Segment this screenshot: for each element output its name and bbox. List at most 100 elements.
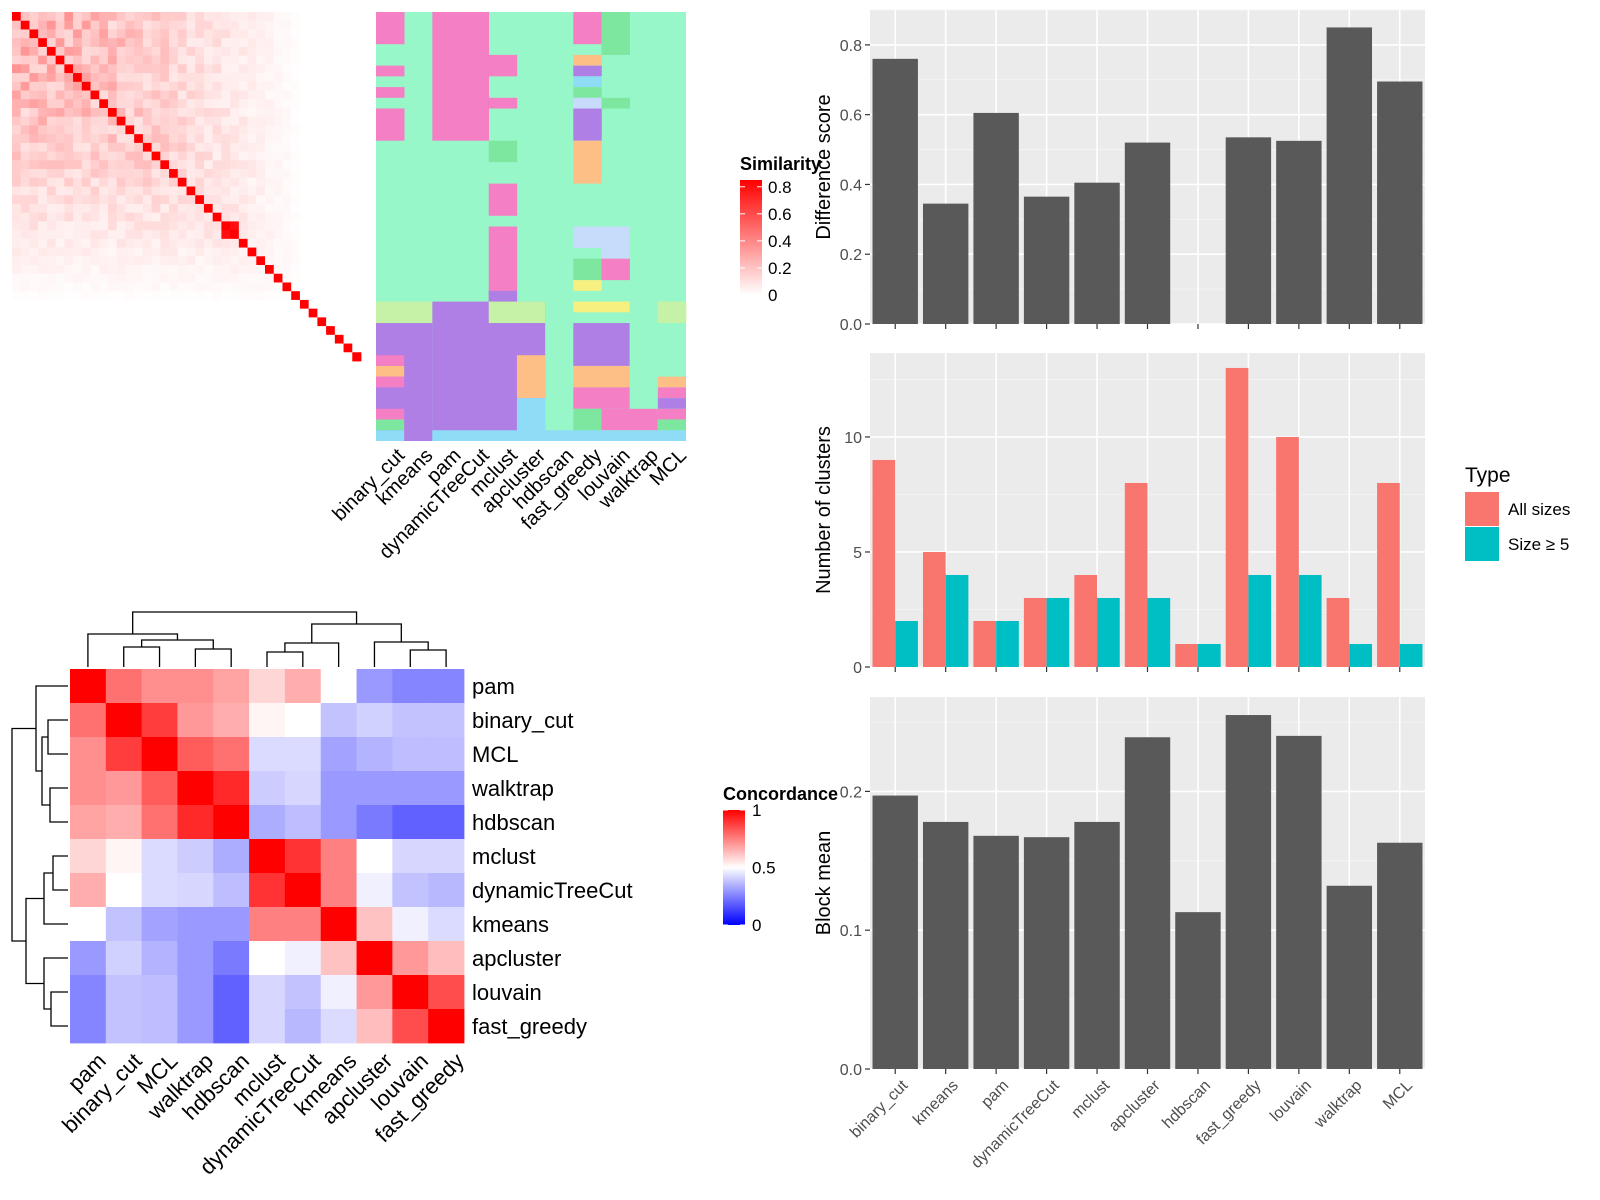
similarity-cell xyxy=(38,81,48,91)
concordance-cell xyxy=(320,771,357,806)
similarity-cell xyxy=(134,169,144,179)
similarity-cell xyxy=(142,334,153,344)
similarity-cell xyxy=(352,326,362,336)
similarity-cell xyxy=(256,46,266,57)
similarity-cell xyxy=(107,29,118,39)
similarity-cell xyxy=(73,317,83,327)
similarity-cell xyxy=(142,169,153,179)
similarity-cell xyxy=(282,273,292,283)
similarity-cell xyxy=(169,169,179,179)
similarity-cell xyxy=(256,64,266,74)
similarity-cell xyxy=(334,73,344,83)
similarity-cell xyxy=(46,90,57,100)
similarity-cell xyxy=(186,38,196,48)
similarity-cell xyxy=(134,282,144,292)
similarity-cell xyxy=(29,160,39,170)
similarity-cell xyxy=(291,55,301,65)
similarity-cell xyxy=(151,343,161,353)
similarity-cell xyxy=(64,247,74,257)
similarity-cell xyxy=(186,177,196,187)
similarity-cell xyxy=(238,343,248,353)
similarity-cell xyxy=(90,291,100,301)
similarity-cell xyxy=(142,186,153,196)
similarity-cell xyxy=(125,151,135,161)
similarity-cell xyxy=(291,99,301,109)
similarity-cell xyxy=(195,186,205,196)
similarity-cell xyxy=(160,265,170,275)
similarity-cell xyxy=(203,282,214,292)
similarity-cell xyxy=(326,81,336,91)
similarity-cell xyxy=(90,308,100,318)
similarity-cell xyxy=(186,238,196,248)
concordance-cell xyxy=(105,737,143,772)
similarity-cell xyxy=(291,12,301,22)
similarity-cell xyxy=(55,282,65,292)
similarity-cell xyxy=(256,299,266,310)
similarity-cell xyxy=(230,134,240,144)
concordance-cell xyxy=(392,907,429,942)
similarity-cell xyxy=(55,343,65,353)
similarity-cell xyxy=(116,230,126,240)
similarity-cell xyxy=(186,317,196,327)
similarity-cell xyxy=(186,55,196,65)
similarity-cell xyxy=(343,12,353,22)
similarity-cell xyxy=(99,116,109,126)
similarity-cell xyxy=(352,317,362,327)
similarity-cell xyxy=(64,203,74,214)
similarity-cell xyxy=(107,203,118,214)
similarity-cell xyxy=(29,99,39,109)
similarity-cell xyxy=(291,203,301,214)
concordance-cell xyxy=(105,975,143,1010)
similarity-cell xyxy=(291,73,301,83)
similarity-cell xyxy=(177,247,187,257)
similarity-cell xyxy=(46,308,57,318)
similarity-cell xyxy=(291,134,301,144)
similarity-cell xyxy=(273,134,283,144)
similarity-cell xyxy=(55,317,65,327)
similarity-cell xyxy=(177,142,187,153)
similarity-cell xyxy=(343,273,353,283)
similarity-cell xyxy=(64,12,74,22)
similarity-cell xyxy=(142,125,153,135)
similarity-cell xyxy=(203,343,214,353)
similarity-cell xyxy=(116,73,126,83)
similarity-cell xyxy=(186,107,196,118)
similarity-cell xyxy=(212,230,222,240)
similarity-cell xyxy=(334,81,344,91)
similarity-cell xyxy=(256,343,266,353)
similarity-cell xyxy=(46,12,57,22)
similarity-cell xyxy=(247,46,257,57)
similarity-cell xyxy=(46,46,57,57)
similarity-cell xyxy=(116,107,126,118)
similarity-cell xyxy=(308,177,318,187)
similarity-cell xyxy=(177,256,187,266)
similarity-cell xyxy=(308,38,318,48)
similarity-cell xyxy=(299,64,310,74)
similarity-cell xyxy=(38,12,48,22)
similarity-cell xyxy=(151,29,161,39)
similarity-cell xyxy=(186,326,196,336)
similarity-cell xyxy=(177,291,187,301)
similarity-cell xyxy=(46,221,57,231)
similarity-cell xyxy=(125,203,135,214)
similarity-cell xyxy=(81,125,91,135)
similarity-cell xyxy=(247,221,257,231)
y-tick-label: 0.0 xyxy=(840,1062,862,1079)
similarity-cell xyxy=(326,134,336,144)
annotation-block xyxy=(488,54,518,77)
similarity-cell xyxy=(151,203,161,214)
bar-size-5-kmeans xyxy=(945,574,969,667)
similarity-cell xyxy=(38,221,48,231)
similarity-cell xyxy=(352,230,362,240)
similarity-cell xyxy=(212,169,222,179)
similarity-cell xyxy=(186,203,196,214)
similarity-cell xyxy=(247,81,257,91)
similarity-cell xyxy=(247,230,257,240)
similarity-cell xyxy=(186,352,196,362)
concordance-col-labels: pambinary_cutMCLwalktraphdbscanmclustdyn… xyxy=(57,1048,469,1179)
concordance-cell xyxy=(428,839,465,874)
y-tick-label: 0 xyxy=(853,660,862,677)
similarity-cell xyxy=(29,265,39,275)
similarity-cell xyxy=(81,73,91,83)
similarity-cell xyxy=(317,247,327,257)
